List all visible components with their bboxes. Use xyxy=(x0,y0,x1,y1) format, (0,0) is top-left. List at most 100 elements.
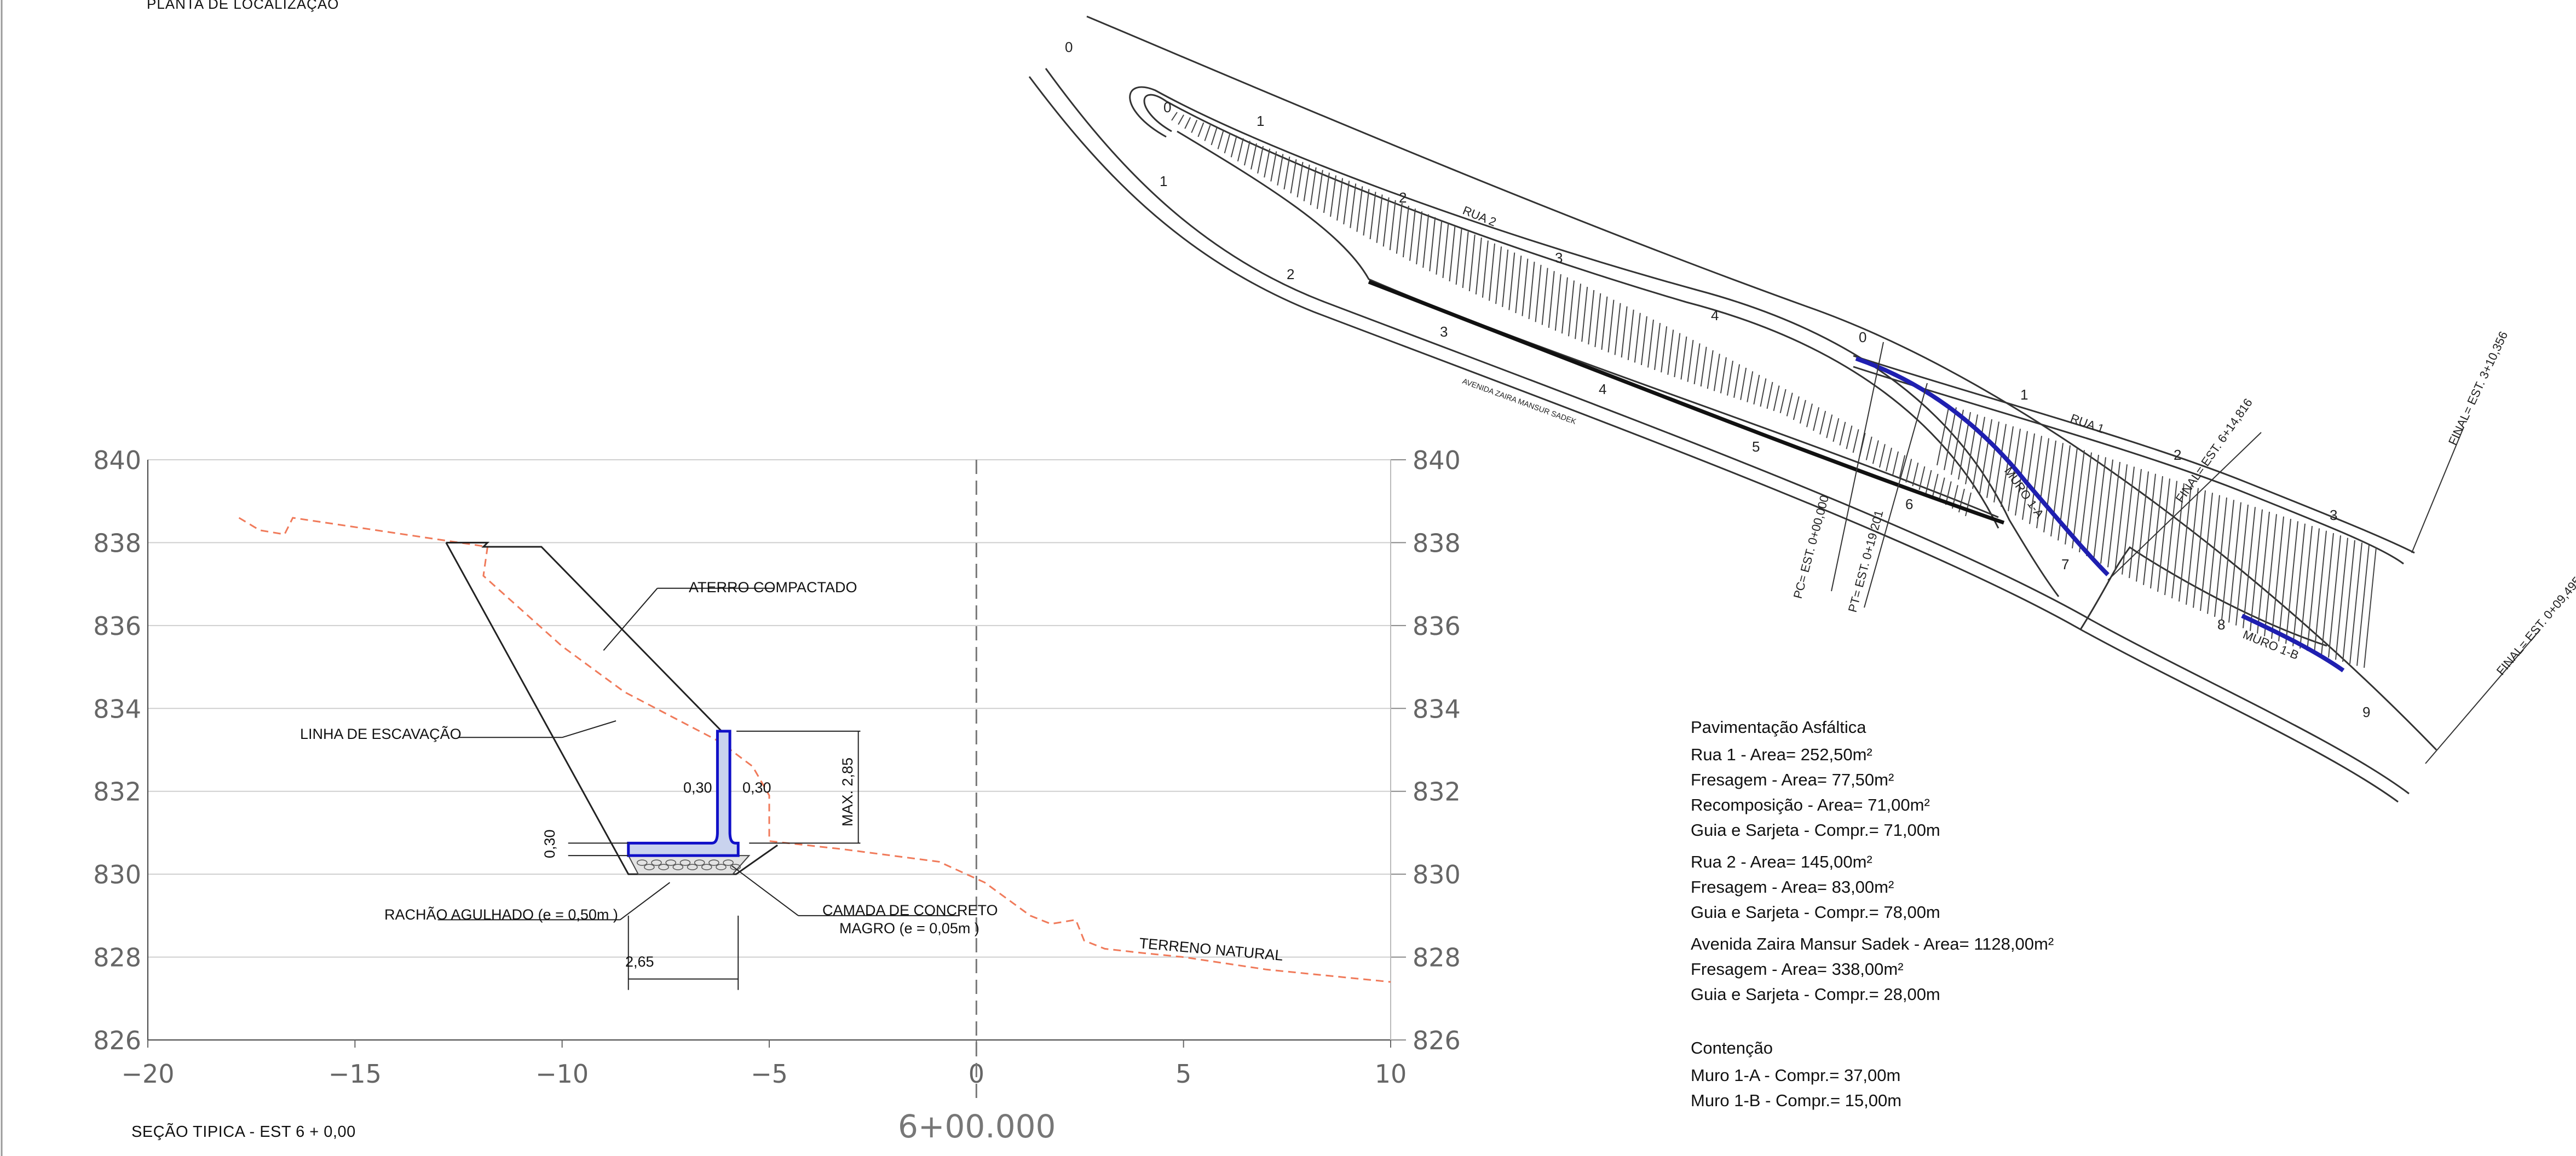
hatch-line xyxy=(2050,443,2064,537)
hatch-line xyxy=(1581,287,1588,342)
hatch-line xyxy=(1905,459,1912,483)
leader-escavacao-1 xyxy=(562,720,616,738)
hatch-line xyxy=(1528,262,1535,320)
y-tick-label: 836 xyxy=(93,611,141,641)
hatch-line xyxy=(2349,542,2362,664)
hatch-line xyxy=(1793,396,1800,420)
hatch-line xyxy=(1422,214,1430,268)
contencao-line: Muro 1-B - Compr.= 15,00m xyxy=(1691,1091,1902,1110)
hatch-line xyxy=(1693,343,1701,384)
hatch-line xyxy=(1852,429,1859,453)
hatch-line xyxy=(1872,440,1879,464)
pt-station-label: PT= EST. 0+19,201 xyxy=(1846,508,1886,614)
hatch-line xyxy=(1839,421,1846,446)
hatch-line xyxy=(2364,547,2377,668)
stake-rua2-0: 0 xyxy=(1163,99,1171,115)
hatch-line xyxy=(2307,528,2320,651)
dim-base-thickness: 0,30 xyxy=(541,829,558,858)
y-tick-label-right: 834 xyxy=(1413,694,1461,724)
hatch-line xyxy=(1455,228,1462,285)
hatch-line xyxy=(1217,130,1224,149)
hatch-line xyxy=(1429,217,1436,271)
hatch-line xyxy=(2207,495,2220,614)
stake-av-7: 7 xyxy=(2061,556,2069,573)
hatch-line xyxy=(1416,211,1423,264)
gravel-stone xyxy=(687,864,698,870)
hatch-line xyxy=(1747,371,1754,402)
hatch-line xyxy=(1257,146,1264,174)
chart-axes: 826 826 828 828 830 830 832 832 834 834 836 836 838 8… xyxy=(93,446,1461,1100)
avenida-lower-edge-2 xyxy=(1045,68,2410,795)
escavacao-label: LINHA DE ESCAVAÇÃO xyxy=(300,725,462,742)
hatch-line xyxy=(1264,148,1271,178)
rua1-edge-lower xyxy=(1853,366,2404,565)
hatch-line xyxy=(1601,296,1608,350)
hatch-line xyxy=(1243,141,1250,166)
hatch-line xyxy=(1700,346,1707,387)
hatch-line xyxy=(2214,497,2227,617)
leader-aterro-1 xyxy=(603,588,658,651)
hatch-line xyxy=(2107,461,2120,568)
rua2-hatching xyxy=(1171,112,1972,517)
y-tick-label: 832 xyxy=(93,777,141,807)
gravel-stone xyxy=(701,864,712,870)
hatch-line xyxy=(1475,237,1482,294)
hatch-line xyxy=(1621,306,1628,358)
pc-leader xyxy=(1831,342,1884,592)
hatch-line xyxy=(1468,234,1476,292)
note-line: Fresagem - Area= 77,50m² xyxy=(1691,770,1894,789)
stake-av-3: 3 xyxy=(1440,323,1448,340)
location-plan xyxy=(1028,15,2541,803)
hatch-line xyxy=(1806,403,1813,427)
stake-av-4: 4 xyxy=(1599,381,1606,397)
note-line: Fresagem - Area= 83,00m² xyxy=(1691,877,1894,897)
hatch-line xyxy=(2278,518,2291,641)
hatch-line xyxy=(1687,339,1694,382)
hatch-line xyxy=(1310,167,1317,205)
hatch-line xyxy=(1760,378,1767,407)
hatch-line xyxy=(2001,426,2014,507)
hatch-line xyxy=(1389,200,1396,251)
hatch-line xyxy=(1925,470,1932,494)
stake-av-2: 2 xyxy=(1287,266,1294,282)
hatch-line xyxy=(1779,389,1787,413)
pt-leader xyxy=(1864,383,1928,608)
x-tick-label: 10 xyxy=(1375,1059,1407,1089)
hatch-line xyxy=(1713,354,1720,391)
hatch-line xyxy=(2200,493,2213,611)
pc-station-label: PC= EST. 0+00,000 xyxy=(1791,494,1831,600)
hatch-line xyxy=(1224,132,1231,154)
hatch-line xyxy=(1568,280,1575,337)
hatch-line xyxy=(1191,119,1198,133)
hatch-line xyxy=(2100,459,2113,564)
note-line: Rua 1 - Area= 252,50m² xyxy=(1691,745,1872,764)
hatch-line xyxy=(1727,360,1733,396)
hatch-line xyxy=(1753,374,1760,404)
hatch-line xyxy=(2143,473,2156,585)
station-label: 6+00.000 xyxy=(898,1108,1056,1145)
gravel-stone xyxy=(672,864,684,870)
hatch-line xyxy=(1350,183,1357,228)
hatch-line xyxy=(1667,330,1674,375)
hatch-line xyxy=(1409,209,1416,261)
notes-group-rua1: Rua 1 - Area= 252,50m² Fresagem - Area= … xyxy=(1691,742,2054,843)
notes-group-avenida: Avenida Zaira Mansur Sadek - Area= 1128,… xyxy=(1691,932,2054,1007)
hatch-line xyxy=(1363,189,1370,236)
y-tick-label-right: 838 xyxy=(1413,528,1461,558)
hatch-line xyxy=(1614,303,1621,355)
hatch-line xyxy=(1740,367,1747,400)
gravel-stone xyxy=(708,859,719,866)
hatch-line xyxy=(2079,452,2092,553)
terreno-label: TERRENO NATURAL xyxy=(1138,935,1283,964)
hatch-line xyxy=(1502,249,1509,307)
hatch-line xyxy=(1376,194,1383,243)
dim-height: MAX. 2,85 xyxy=(839,758,856,826)
final1-leader xyxy=(2107,432,2262,581)
hatch-line xyxy=(1932,473,1939,498)
gravel-stone xyxy=(723,859,734,866)
hatch-line xyxy=(1819,411,1826,435)
hatch-line xyxy=(2243,507,2256,628)
rua2-guia-line xyxy=(1368,280,2005,525)
hatch-line xyxy=(2179,485,2192,602)
hatch-line xyxy=(1912,463,1919,487)
